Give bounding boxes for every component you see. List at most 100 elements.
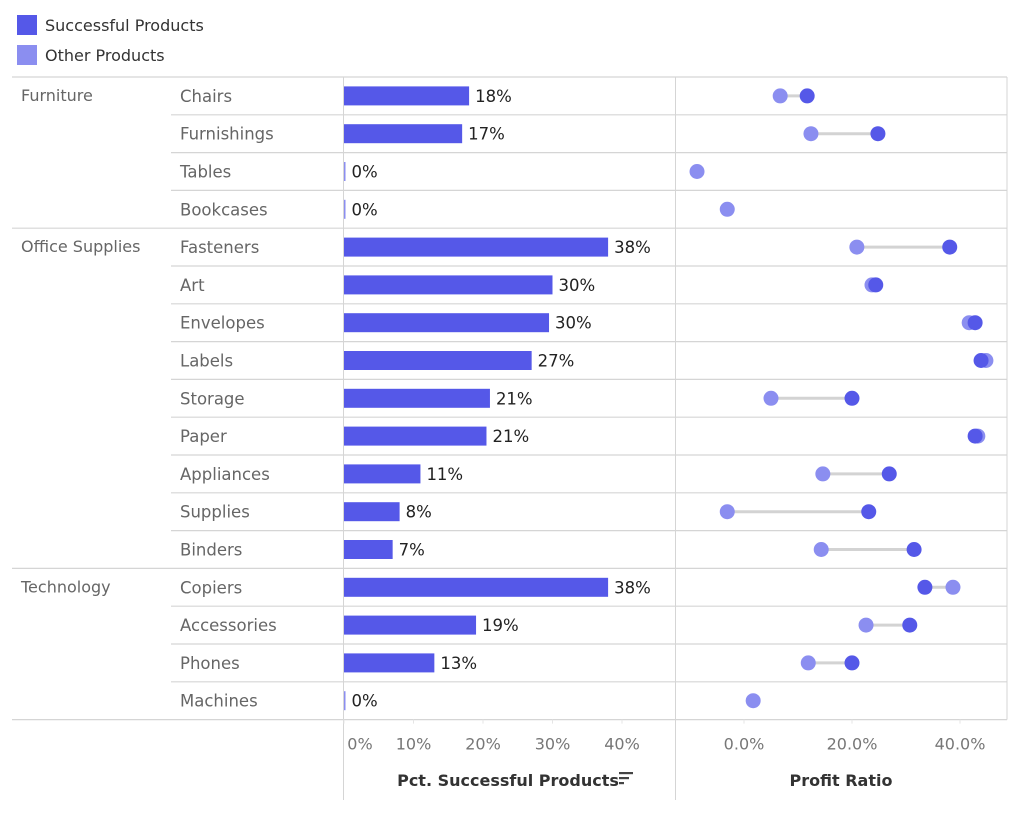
legend-label: Successful Products [45, 15, 204, 35]
bar-value-label: 38% [614, 238, 651, 257]
bar [344, 464, 421, 484]
category-label: Technology [20, 577, 111, 596]
legend-item-other[interactable]: Other Products [17, 40, 204, 70]
x-tick-label: 20.0% [827, 735, 878, 754]
bar [344, 577, 609, 597]
bar [344, 615, 477, 635]
point-other [815, 466, 831, 482]
bar [344, 502, 400, 522]
bar-value-label: 0% [352, 692, 378, 711]
point-successful [942, 239, 958, 255]
legend: Successful Products Other Products [17, 10, 204, 70]
subcategory-label: Envelopes [180, 314, 265, 333]
x-tick-label: 20% [465, 735, 501, 754]
point-successful [967, 315, 983, 331]
point-successful [844, 655, 860, 671]
point-other [689, 164, 705, 179]
bar-value-label: 21% [492, 427, 529, 446]
bar-value-label: 19% [482, 616, 519, 635]
point-other [849, 239, 865, 255]
bar [344, 653, 435, 673]
point-other [800, 655, 816, 671]
point-other [803, 126, 819, 142]
subcategory-label: Storage [180, 389, 245, 408]
bar-value-label: 38% [614, 578, 651, 597]
bar [344, 237, 609, 257]
subcategory-label: Furnishings [180, 125, 274, 144]
bar-value-label: 13% [440, 654, 477, 673]
bar-value-label: 18% [475, 87, 512, 106]
bar-value-label: 0% [352, 200, 378, 219]
point-successful [906, 542, 922, 557]
point-other [719, 504, 735, 520]
point-successful [902, 617, 918, 633]
point-successful [967, 428, 983, 444]
point-successful [868, 277, 884, 293]
legend-swatch-other [17, 45, 37, 65]
bar-value-label: 8% [406, 503, 432, 522]
bar [344, 313, 550, 333]
subcategory-label: Art [180, 276, 205, 295]
subcategory-label: Labels [180, 352, 233, 371]
bar [344, 162, 346, 181]
subcategory-label: Copiers [180, 578, 242, 597]
point-other [858, 617, 874, 633]
bar-value-label: 0% [352, 163, 378, 182]
subcategory-label: Phones [180, 654, 240, 673]
bar-value-label: 27% [538, 352, 575, 371]
bar-value-label: 21% [496, 389, 533, 408]
bar [344, 426, 487, 446]
bar-value-label: 7% [399, 541, 425, 560]
point-other [945, 579, 961, 595]
point-successful [844, 390, 860, 406]
bar-value-label: 30% [559, 276, 596, 295]
subcategory-label: Paper [180, 427, 227, 446]
point-successful [917, 579, 933, 595]
bar [344, 275, 553, 295]
point-successful [799, 88, 815, 104]
bar [344, 691, 346, 711]
point-successful [870, 126, 886, 142]
legend-item-successful[interactable]: Successful Products [17, 10, 204, 40]
subcategory-label: Fasteners [180, 238, 259, 257]
bar [344, 199, 346, 219]
sort-descending-icon[interactable] [618, 770, 634, 786]
point-other [813, 542, 829, 557]
point-other [719, 201, 735, 217]
subcategory-label: Chairs [180, 87, 232, 106]
x-tick-label: 0% [347, 735, 372, 754]
x-axis-title: Profit Ratio [790, 771, 893, 790]
point-other [745, 693, 761, 709]
subcategory-label: Bookcases [180, 200, 268, 219]
bar [344, 388, 490, 408]
x-tick-label: 0.0% [724, 735, 765, 754]
subcategory-label: Machines [180, 692, 258, 711]
point-successful [881, 466, 897, 482]
bar-value-label: 11% [426, 465, 463, 484]
point-other [772, 88, 788, 104]
x-tick-label: 40.0% [935, 735, 986, 754]
point-successful [861, 504, 877, 520]
x-tick-label: 30% [535, 735, 571, 754]
legend-swatch-successful [17, 15, 37, 35]
legend-label: Other Products [45, 45, 165, 65]
x-tick-label: 40% [604, 735, 640, 754]
bar [344, 124, 463, 144]
subcategory-label: Accessories [180, 616, 277, 635]
bar-value-label: 17% [468, 125, 505, 144]
bar-value-label: 30% [555, 314, 592, 333]
bar [344, 86, 470, 106]
bar [344, 540, 393, 559]
subcategory-label: Tables [179, 163, 231, 182]
subcategory-label: Binders [180, 541, 242, 560]
x-axis-title: Pct. Successful Products [397, 771, 619, 790]
x-tick-label: 10% [396, 735, 432, 754]
category-label: Furniture [21, 86, 93, 105]
subcategory-label: Appliances [180, 465, 270, 484]
bar [344, 351, 532, 370]
category-label: Office Supplies [21, 237, 140, 256]
point-successful [973, 353, 989, 368]
subcategory-label: Supplies [180, 503, 250, 522]
point-other [763, 390, 779, 406]
